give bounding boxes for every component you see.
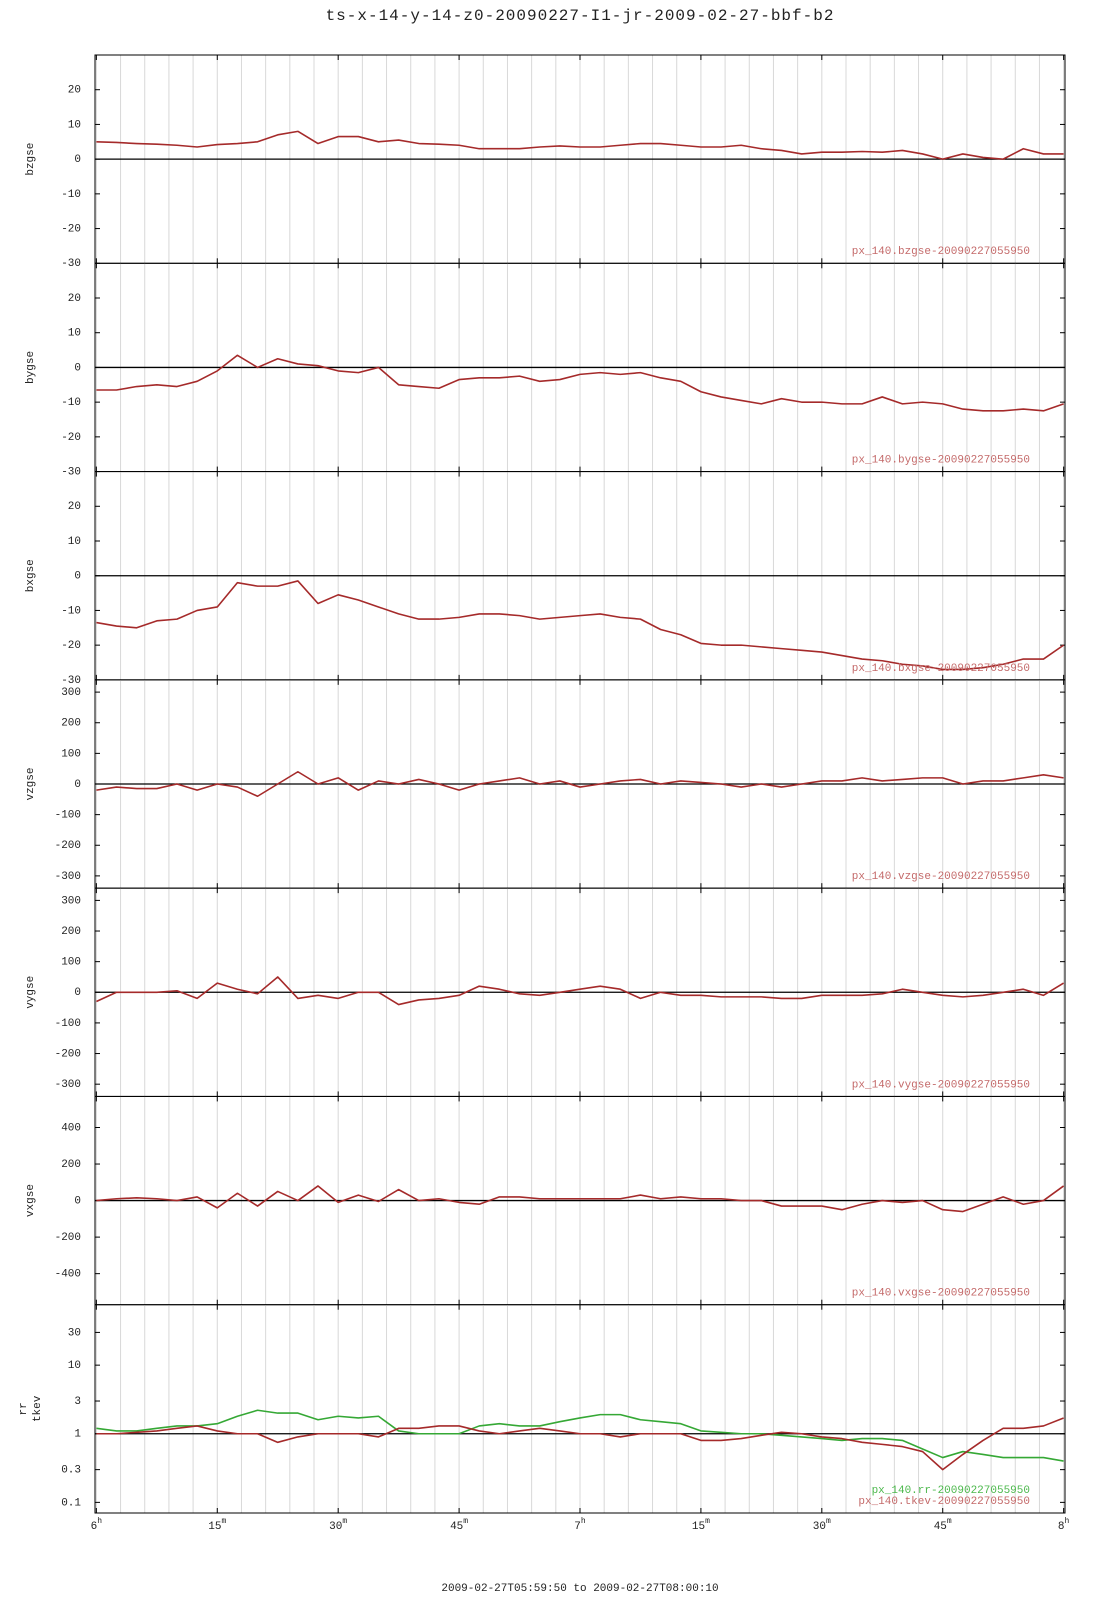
y-tick-label: -30 bbox=[61, 258, 81, 270]
y-tick-label: 3 bbox=[74, 1396, 81, 1408]
series-line bbox=[96, 976, 1065, 1006]
x-tick-number: 45 bbox=[450, 1521, 463, 1533]
series-line bbox=[96, 130, 1064, 160]
y-tick-label: 0 bbox=[74, 779, 81, 791]
y-tick-label: 200 bbox=[61, 926, 81, 938]
series-line bbox=[96, 580, 1065, 671]
y-tick-label: 300 bbox=[61, 895, 81, 907]
series-line bbox=[96, 1409, 1064, 1462]
x-tick-number: 7 bbox=[574, 1521, 581, 1533]
x-tick-number: 45 bbox=[934, 1521, 947, 1533]
y-tick-label: -100 bbox=[55, 810, 81, 822]
y-tick-label: 10 bbox=[68, 328, 81, 340]
y-tick-label: 0 bbox=[74, 987, 81, 999]
y-tick-label: -30 bbox=[61, 675, 81, 687]
y-tick-label: 10 bbox=[68, 536, 81, 548]
legend-label: px_140.rr-20090227055950 bbox=[872, 1485, 1030, 1497]
x-tick-number: 6 bbox=[91, 1521, 98, 1533]
legend-label: px_140.tkev-20090227055950 bbox=[858, 1496, 1030, 1508]
x-tick-number: 30 bbox=[813, 1521, 826, 1533]
y-tick-label: -30 bbox=[61, 466, 81, 478]
y-tick-label: -10 bbox=[61, 605, 81, 617]
y-tick-label: 400 bbox=[61, 1122, 81, 1134]
y-tick-label: -200 bbox=[55, 1232, 81, 1244]
y-axis-label: bzgse bbox=[25, 143, 37, 176]
y-tick-label: -300 bbox=[55, 871, 81, 883]
legend-label: px_140.vzgse-20090227055950 bbox=[852, 871, 1030, 883]
y-tick-label: -10 bbox=[61, 189, 81, 201]
y-tick-label: 0.1 bbox=[61, 1497, 81, 1509]
x-tick-label: 6h bbox=[91, 1517, 103, 1533]
y-axis-label: bygse bbox=[25, 351, 37, 384]
x-axis-label: 2009-02-27T05:59:50 to 2009-02-27T08:00:… bbox=[441, 1583, 718, 1595]
y-tick-label: 0 bbox=[74, 362, 81, 374]
y-tick-label: -400 bbox=[55, 1269, 81, 1281]
series-line bbox=[96, 770, 1064, 798]
y-tick-label: 200 bbox=[61, 1159, 81, 1171]
y-tick-label: -20 bbox=[61, 432, 81, 444]
x-tick-label: 15m bbox=[692, 1517, 710, 1533]
y-tick-label: -10 bbox=[61, 397, 81, 409]
x-tick-label: 8h bbox=[1058, 1517, 1070, 1533]
x-tick-number: 8 bbox=[1058, 1521, 1065, 1533]
y-tick-label: 200 bbox=[61, 718, 81, 730]
y-tick-label: 30 bbox=[68, 1327, 81, 1339]
y-tick-label: 20 bbox=[68, 293, 81, 305]
y-tick-label: 20 bbox=[68, 501, 81, 513]
x-tick-label: 15m bbox=[208, 1517, 226, 1533]
x-tick-label: 7h bbox=[574, 1517, 586, 1533]
y-axis-label: bxgse bbox=[25, 559, 37, 592]
y-tick-label: 1 bbox=[74, 1429, 81, 1441]
y-axis-label: vxgse bbox=[25, 1184, 37, 1217]
series-line bbox=[96, 1417, 1064, 1471]
chart-title: ts-x-14-y-14-z0-20090227-I1-jr-2009-02-2… bbox=[326, 7, 835, 25]
x-tick-unit: h bbox=[97, 1517, 102, 1526]
y-tick-label: -20 bbox=[61, 223, 81, 235]
legend-label: px_140.vygse-20090227055950 bbox=[852, 1079, 1030, 1091]
x-tick-unit: h bbox=[581, 1517, 586, 1526]
x-tick-label: 45m bbox=[450, 1517, 468, 1533]
legend-label: px_140.vxgse-20090227055950 bbox=[852, 1288, 1030, 1300]
x-tick-unit: m bbox=[342, 1517, 347, 1526]
x-tick-unit: m bbox=[826, 1517, 831, 1526]
y-tick-label: 0.3 bbox=[61, 1465, 81, 1477]
y-tick-label: -100 bbox=[55, 1018, 81, 1030]
x-tick-unit: m bbox=[947, 1517, 952, 1526]
y-tick-label: 100 bbox=[61, 957, 81, 969]
y-axis-label: vzgse bbox=[25, 767, 37, 800]
y-axis-label: tkev bbox=[32, 1395, 44, 1422]
series-line bbox=[96, 1185, 1065, 1213]
y-tick-label: 300 bbox=[61, 687, 81, 699]
legend-label: px_140.bzgse-20090227055950 bbox=[852, 246, 1030, 258]
y-tick-label: 0 bbox=[74, 154, 81, 166]
x-tick-unit: m bbox=[463, 1517, 468, 1526]
y-tick-label: -20 bbox=[61, 640, 81, 652]
x-tick-unit: m bbox=[221, 1517, 226, 1526]
y-tick-label: 20 bbox=[68, 85, 81, 97]
y-tick-label: 0 bbox=[74, 1195, 81, 1207]
x-tick-number: 30 bbox=[329, 1521, 342, 1533]
x-tick-unit: m bbox=[705, 1517, 710, 1526]
series-line bbox=[96, 354, 1064, 412]
x-tick-label: 30m bbox=[813, 1517, 831, 1533]
x-tick-number: 15 bbox=[208, 1521, 221, 1533]
x-tick-label: 45m bbox=[934, 1517, 952, 1533]
legend-label: px_140.bxgse-20090227055950 bbox=[852, 663, 1030, 675]
x-tick-number: 15 bbox=[692, 1521, 705, 1533]
y-tick-label: 10 bbox=[68, 119, 81, 131]
y-axis-label: vygse bbox=[25, 976, 37, 1009]
y-tick-label: -300 bbox=[55, 1079, 81, 1091]
y-axis-label: rr bbox=[18, 1402, 30, 1415]
y-tick-label: 100 bbox=[61, 748, 81, 760]
legend-label: px_140.bygse-20090227055950 bbox=[852, 454, 1030, 466]
x-tick-unit: h bbox=[1065, 1517, 1070, 1526]
x-tick-label: 30m bbox=[329, 1517, 347, 1533]
y-tick-label: -200 bbox=[55, 1048, 81, 1060]
y-tick-label: 10 bbox=[68, 1360, 81, 1372]
y-tick-label: 0 bbox=[74, 571, 81, 583]
y-tick-label: -200 bbox=[55, 840, 81, 852]
